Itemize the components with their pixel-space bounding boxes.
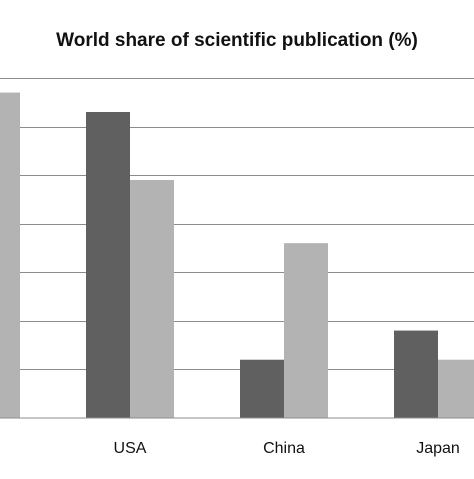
category-label-china: China [263,440,305,457]
bar-series-1-china [240,359,284,418]
bar-series-2-usa [130,180,174,418]
gridlines [0,78,474,370]
category-label-usa: USA [114,440,147,457]
bar-series-1-usa [86,112,130,418]
chart-title: World share of scientific publication (%… [56,30,418,51]
bar-series-2-japan [438,359,474,418]
category-labels: USA China Japan [114,440,460,457]
bar-series-2-china [284,243,328,418]
bars [0,92,474,419]
category-label-japan: Japan [416,440,460,457]
bar-series-1-japan [394,330,438,418]
bar-series-2-offscreen [0,92,20,419]
